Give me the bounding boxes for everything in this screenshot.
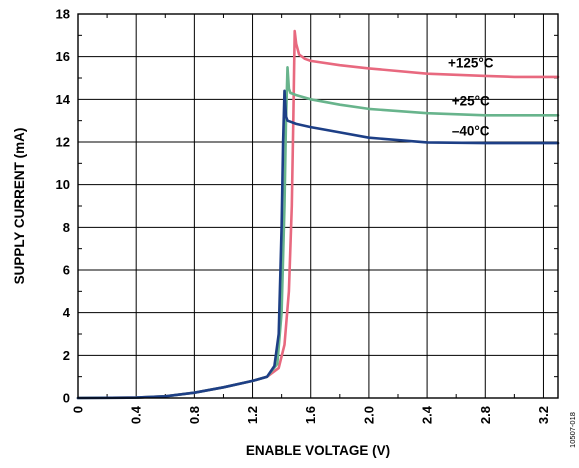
grid	[78, 14, 558, 398]
x-tick-labels: 0 0.4 0.8 1.2 1.6 2.0 2.4 2.8 3.2	[71, 405, 551, 424]
series-label: –40°C	[452, 124, 490, 139]
y-tick-label: 4	[63, 305, 71, 320]
series-line	[76, 89, 560, 400]
x-tick-label: 2.0	[361, 406, 376, 424]
figure-code: 10507-018	[568, 412, 577, 448]
y-axis-title: SUPPLY CURRENT (mA)	[12, 128, 27, 285]
series-line	[76, 29, 560, 400]
x-tick-label: 0.8	[187, 406, 202, 424]
x-tick-label: 3.2	[536, 406, 551, 424]
y-tick-label: 6	[63, 263, 70, 278]
x-tick-label: 2.8	[478, 406, 493, 424]
minor-ticks	[78, 14, 558, 398]
y-tick-label: 8	[63, 220, 70, 235]
series-line	[76, 66, 560, 400]
x-tick-label: 0	[71, 406, 86, 413]
x-tick-label: 1.6	[303, 406, 318, 424]
x-tick-label: 0.4	[129, 405, 144, 424]
y-tick-label: 12	[56, 135, 70, 150]
y-tick-label: 0	[63, 391, 70, 406]
y-tick-label: 18	[56, 7, 70, 22]
y-tick-label: 16	[56, 49, 70, 64]
series-labels: +125°C +25°C –40°C	[448, 55, 494, 138]
x-axis-title: ENABLE VOLTAGE (V)	[246, 443, 390, 458]
series-lines	[76, 29, 560, 400]
series-label: +25°C	[452, 94, 490, 109]
series-label: +125°C	[448, 55, 494, 70]
y-tick-labels: 0 2 4 6 8 10 12 14 16 18	[56, 7, 71, 406]
x-tick-label: 2.4	[420, 405, 435, 424]
y-tick-label: 2	[63, 348, 70, 363]
y-tick-label: 14	[56, 92, 71, 107]
x-tick-label: 1.2	[245, 406, 260, 424]
y-tick-label: 10	[56, 177, 70, 192]
plot-frame	[77, 13, 559, 399]
